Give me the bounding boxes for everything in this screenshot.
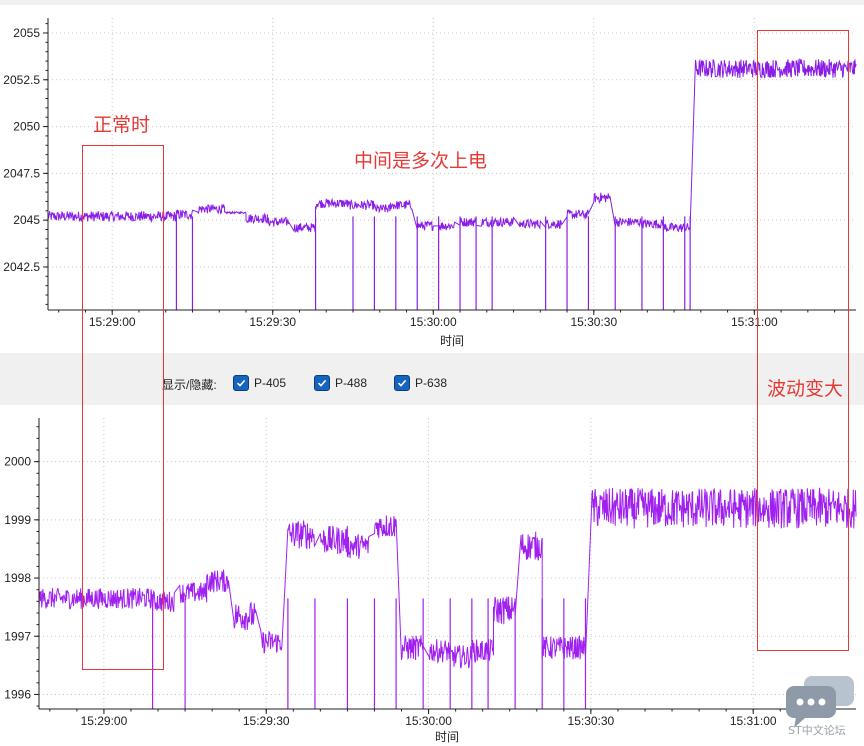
y-tick-label: 1999 [4,513,31,527]
x-tick-label: 15:30:30 [568,714,615,728]
legend-label-p488: P-488 [335,376,368,390]
checkbox-icon[interactable] [314,375,330,391]
checkbox-icon[interactable] [233,375,249,391]
x-tick-label: 15:31:00 [730,714,777,728]
x-tick-label: 15:31:00 [731,315,778,329]
y-tick-label: 2000 [4,455,31,469]
annotation-middle: 中间是多次上电 [354,150,488,172]
legend-label-p405: P-405 [254,376,287,390]
x-tick-label: 15:29:00 [81,714,128,728]
y-tick-label: 2055 [13,26,40,40]
annotation-box-normal [82,145,164,670]
y-tick-label: 2052.5 [3,73,40,87]
chart-p-bottom: 15:29:00 15:29:30 15:30:00 15:30:30 15:31:00… [4,418,857,744]
legend-toggle-p488[interactable]: P-488 [314,374,367,392]
x-tick-label: 15:29:30 [249,315,296,329]
y-tick-label: 2045 [13,213,40,227]
y-tick-label: 1996 [4,687,31,701]
x-tick-label: 15:30:30 [570,315,617,329]
legend-toggle-p638[interactable]: P-638 [394,374,447,392]
axes-bottom: 15:29:00 15:29:30 15:30:00 15:30:30 15:31:00… [4,418,856,728]
series-top [47,58,857,310]
annotation-fluctuation: 波动变大 [767,378,844,400]
forum-chat-icon [786,676,854,728]
watermark-text: ST中文论坛 [788,724,846,737]
legend-title: 显示/隐藏: [162,378,217,392]
y-tick-label: 2050 [13,120,40,134]
checkbox-icon[interactable] [394,375,410,391]
legend-bar: 显示/隐藏: P-405 P-488 P-638 [0,353,864,405]
chart-p-top: 15:29:00 15:29:30 15:30:00 15:30:30 15:31:00… [3,18,857,348]
series-line [47,58,857,233]
annotation-box-fluctuation [757,30,849,651]
y-tick-label: 1997 [4,629,31,643]
axes-top: 15:29:00 15:29:30 15:30:00 15:30:30 15:31:00… [3,18,856,329]
series-line [38,487,857,669]
x-axis-title-bottom: 时间 [435,730,459,744]
x-axis-title-top: 时间 [440,334,464,348]
y-tick-label: 1998 [4,571,31,585]
legend-toggle-p405[interactable]: P-405 [233,374,286,392]
grid-bottom [39,418,856,709]
x-tick-label: 15:30:00 [410,315,457,329]
x-tick-label: 15:30:00 [405,714,452,728]
y-tick-label: 2042.5 [3,260,40,274]
annotation-normal: 正常时 [93,114,151,136]
x-tick-label: 15:29:30 [243,714,290,728]
series-bottom [38,487,857,709]
x-tick-label: 15:29:00 [89,315,136,329]
top-strip [0,0,864,5]
y-tick-label: 2047.5 [3,166,40,180]
legend-label-p638: P-638 [415,376,448,390]
